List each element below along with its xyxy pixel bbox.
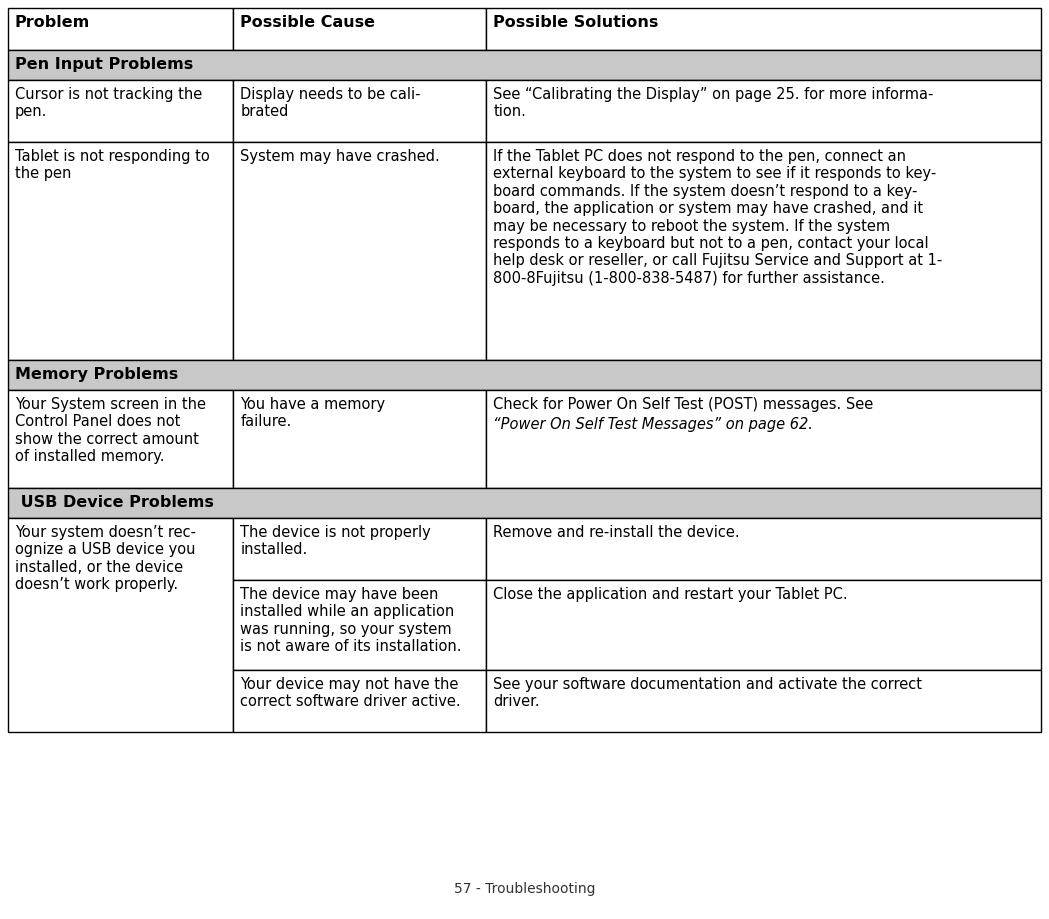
Text: Your device may not have the
correct software driver active.: Your device may not have the correct sof… xyxy=(240,677,461,709)
Bar xyxy=(8,8,233,50)
Text: See “Calibrating the Display” on page 25. for more informa-
tion.: See “Calibrating the Display” on page 25… xyxy=(493,87,934,119)
Text: Check for Power On Self Test (POST) messages. See: Check for Power On Self Test (POST) mess… xyxy=(493,397,874,412)
Text: The device may have been
installed while an application
was running, so your sys: The device may have been installed while… xyxy=(240,587,462,654)
Bar xyxy=(487,80,1041,142)
Text: Your System screen in the
Control Panel does not
show the correct amount
of inst: Your System screen in the Control Panel … xyxy=(15,397,206,464)
Bar xyxy=(487,8,1041,50)
Text: “Power On Self Test Messages” on page 62.: “Power On Self Test Messages” on page 62… xyxy=(493,416,813,432)
Text: You have a memory
failure.: You have a memory failure. xyxy=(240,397,385,429)
Bar xyxy=(8,142,233,360)
Bar xyxy=(233,80,487,142)
Text: System may have crashed.: System may have crashed. xyxy=(240,149,440,164)
Bar xyxy=(487,142,1041,360)
Text: Cursor is not tracking the
pen.: Cursor is not tracking the pen. xyxy=(15,87,202,119)
Text: Memory Problems: Memory Problems xyxy=(15,367,178,382)
Bar xyxy=(487,670,1041,732)
Bar xyxy=(8,518,233,732)
Text: 57 - Troubleshooting: 57 - Troubleshooting xyxy=(454,882,595,896)
Text: Your system doesn’t rec-
ognize a USB device you
installed, or the device
doesn’: Your system doesn’t rec- ognize a USB de… xyxy=(15,525,196,592)
Bar xyxy=(233,142,487,360)
Text: The device is not properly
installed.: The device is not properly installed. xyxy=(240,525,431,558)
Bar xyxy=(8,488,1041,518)
Bar xyxy=(8,360,1041,390)
Bar xyxy=(233,518,487,580)
Bar xyxy=(8,80,233,142)
Bar xyxy=(8,390,233,488)
Text: Possible Solutions: Possible Solutions xyxy=(493,15,659,30)
Text: See your software documentation and activate the correct
driver.: See your software documentation and acti… xyxy=(493,677,922,709)
Text: If the Tablet PC does not respond to the pen, connect an
external keyboard to th: If the Tablet PC does not respond to the… xyxy=(493,149,943,286)
Text: Possible Cause: Possible Cause xyxy=(240,15,376,30)
Text: Tablet is not responding to
the pen: Tablet is not responding to the pen xyxy=(15,149,210,181)
Bar xyxy=(233,8,487,50)
Text: Remove and re-install the device.: Remove and re-install the device. xyxy=(493,525,740,540)
Text: Display needs to be cali-
brated: Display needs to be cali- brated xyxy=(240,87,421,119)
Bar xyxy=(487,580,1041,670)
Bar xyxy=(233,580,487,670)
Bar xyxy=(233,670,487,732)
Text: Close the application and restart your Tablet PC.: Close the application and restart your T… xyxy=(493,587,848,602)
Text: USB Device Problems: USB Device Problems xyxy=(15,495,214,510)
Bar xyxy=(8,50,1041,80)
Bar xyxy=(487,390,1041,488)
Bar xyxy=(487,518,1041,580)
Text: Pen Input Problems: Pen Input Problems xyxy=(15,57,193,72)
Bar xyxy=(233,390,487,488)
Text: Problem: Problem xyxy=(15,15,90,30)
